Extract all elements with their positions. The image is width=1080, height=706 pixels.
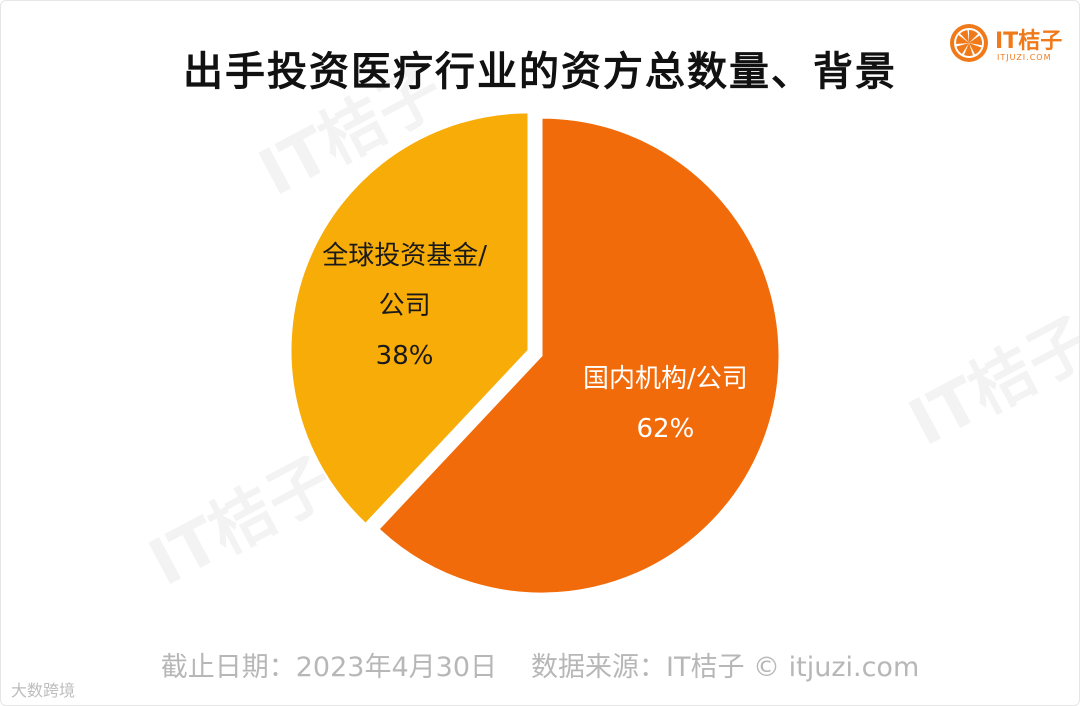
pie-slice — [377, 116, 781, 595]
orange-slice-icon — [950, 24, 988, 62]
logo-subtext: ITJUZI.COM — [997, 53, 1052, 62]
corner-watermark: 大数跨境 — [11, 681, 76, 700]
slice-category-label: 国内机构/公司 — [583, 364, 748, 394]
chart-title: 出手投资医疗行业的资方总数量、背景 — [183, 49, 897, 95]
brand-logo: IT桔子 ITJUZI.COM — [949, 23, 1069, 69]
logo-text: IT桔子 — [995, 29, 1063, 54]
slice-category-label: 全球投资基金/ — [322, 241, 487, 271]
chart-footer: 截止日期：2023年4月30日 数据来源：IT桔子 © itjuzi.com — [1, 645, 1079, 684]
slice-category-label: 公司 — [379, 291, 431, 321]
slice-value-label: 62% — [637, 414, 695, 444]
pie-chart: 国内机构/公司 62% 全球投资基金/公司 38% — [289, 111, 781, 595]
pie-slice — [289, 111, 530, 526]
footer-source: 数据来源：IT桔子 © itjuzi.com — [531, 652, 920, 683]
footer-date: 截止日期：2023年4月30日 — [160, 652, 497, 683]
slice-value-label: 38% — [376, 341, 434, 371]
